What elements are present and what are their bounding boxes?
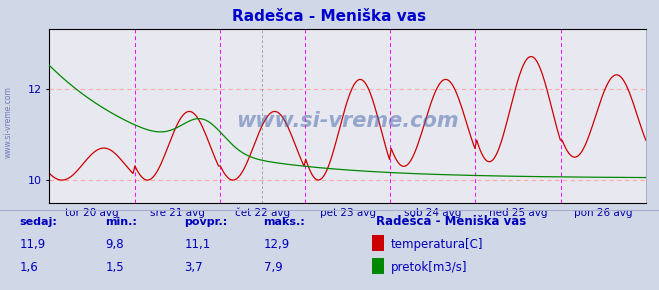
Text: Radešca - Meniška vas: Radešca - Meniška vas — [233, 9, 426, 24]
Text: Radešca - Meniška vas: Radešca - Meniška vas — [376, 215, 526, 228]
Text: maks.:: maks.: — [264, 217, 305, 227]
Text: sedaj:: sedaj: — [20, 217, 57, 227]
Text: 12,9: 12,9 — [264, 238, 290, 251]
Text: www.si-vreme.com: www.si-vreme.com — [237, 111, 459, 131]
Text: 1,6: 1,6 — [20, 261, 38, 274]
Text: 11,9: 11,9 — [20, 238, 46, 251]
Text: pretok[m3/s]: pretok[m3/s] — [391, 261, 467, 274]
Text: min.:: min.: — [105, 217, 137, 227]
Text: povpr.:: povpr.: — [185, 217, 228, 227]
Text: www.si-vreme.com: www.si-vreme.com — [3, 86, 13, 158]
Text: 7,9: 7,9 — [264, 261, 282, 274]
Text: 3,7: 3,7 — [185, 261, 203, 274]
Text: 1,5: 1,5 — [105, 261, 124, 274]
Text: 9,8: 9,8 — [105, 238, 124, 251]
Text: 11,1: 11,1 — [185, 238, 211, 251]
Text: temperatura[C]: temperatura[C] — [391, 238, 483, 251]
